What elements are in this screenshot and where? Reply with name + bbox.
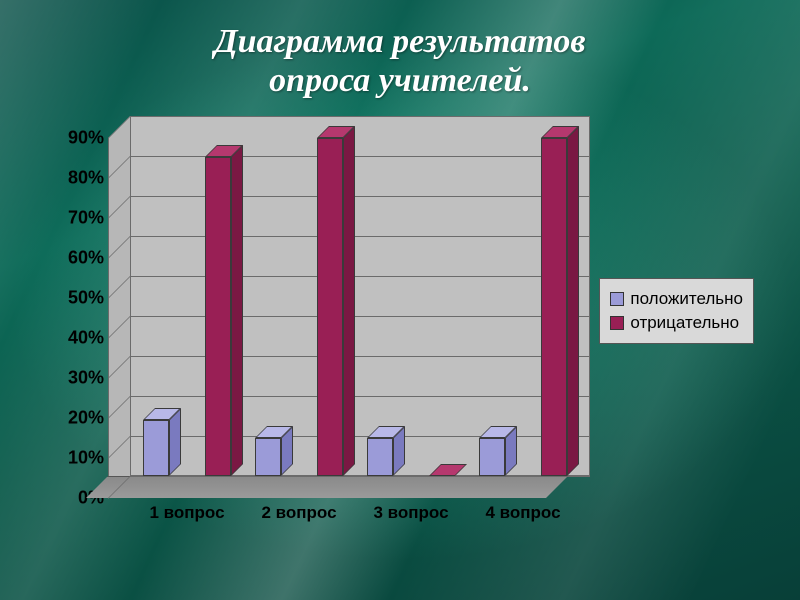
legend-label: отрицательно [630, 313, 739, 333]
bar-front-face [205, 157, 231, 476]
grid-line [130, 476, 590, 477]
grid-line [130, 316, 590, 317]
bar [205, 157, 231, 476]
x-tick-label: 2 вопрос [261, 503, 336, 523]
y-tick-label: 70% [68, 208, 104, 229]
y-tick-label: 10% [68, 448, 104, 469]
x-tick-label: 1 вопрос [149, 503, 224, 523]
page-title: Диаграмма результатов опроса учителей. [0, 0, 800, 100]
y-tick-label: 30% [68, 368, 104, 389]
bar-side-face [567, 126, 579, 476]
bar [479, 438, 505, 476]
chart-floor [86, 476, 568, 498]
legend-label: положительно [630, 289, 743, 309]
bar [317, 138, 343, 476]
grid-line [130, 436, 590, 437]
title-line-2: опроса учителей. [269, 62, 531, 99]
y-axis: 0%10%20%30%40%50%60%70%80%90% [46, 138, 108, 498]
y-tick-label: 80% [68, 168, 104, 189]
bar-front-face [541, 138, 567, 476]
bar [541, 138, 567, 476]
legend: положительно отрицательно [599, 278, 754, 344]
bar-front-face [143, 420, 169, 476]
survey-chart: 0%10%20%30%40%50%60%70%80%90% 1 вопрос2 … [46, 138, 754, 558]
legend-item: отрицательно [610, 311, 743, 335]
grid-line [130, 396, 590, 397]
chart-backwall [130, 116, 590, 476]
y-tick-label: 90% [68, 128, 104, 149]
plot-area [108, 138, 568, 498]
bar-front-face [479, 438, 505, 476]
bar-front-face [317, 138, 343, 476]
bar-side-face [343, 126, 355, 476]
y-tick-label: 60% [68, 248, 104, 269]
y-tick-label: 50% [68, 288, 104, 309]
bar-side-face [169, 408, 181, 476]
bar-front-face [367, 438, 393, 476]
legend-swatch [610, 292, 624, 306]
grid-line [130, 116, 590, 117]
y-tick-label: 20% [68, 408, 104, 429]
grid-line [130, 156, 590, 157]
x-tick-label: 4 вопрос [485, 503, 560, 523]
grid-line [130, 236, 590, 237]
bar [367, 438, 393, 476]
grid-line [130, 276, 590, 277]
y-tick-label: 40% [68, 328, 104, 349]
bar-side-face [231, 145, 243, 476]
bar [143, 420, 169, 476]
grid-line [130, 356, 590, 357]
bar-front-face [255, 438, 281, 476]
x-axis: 1 вопрос 2 вопрос 3 вопрос 4 вопрос [108, 503, 568, 533]
grid-line [130, 196, 590, 197]
title-line-1: Диаграмма результатов [214, 23, 585, 60]
legend-item: положительно [610, 287, 743, 311]
bar [255, 438, 281, 476]
legend-swatch [610, 316, 624, 330]
x-tick-label: 3 вопрос [373, 503, 448, 523]
